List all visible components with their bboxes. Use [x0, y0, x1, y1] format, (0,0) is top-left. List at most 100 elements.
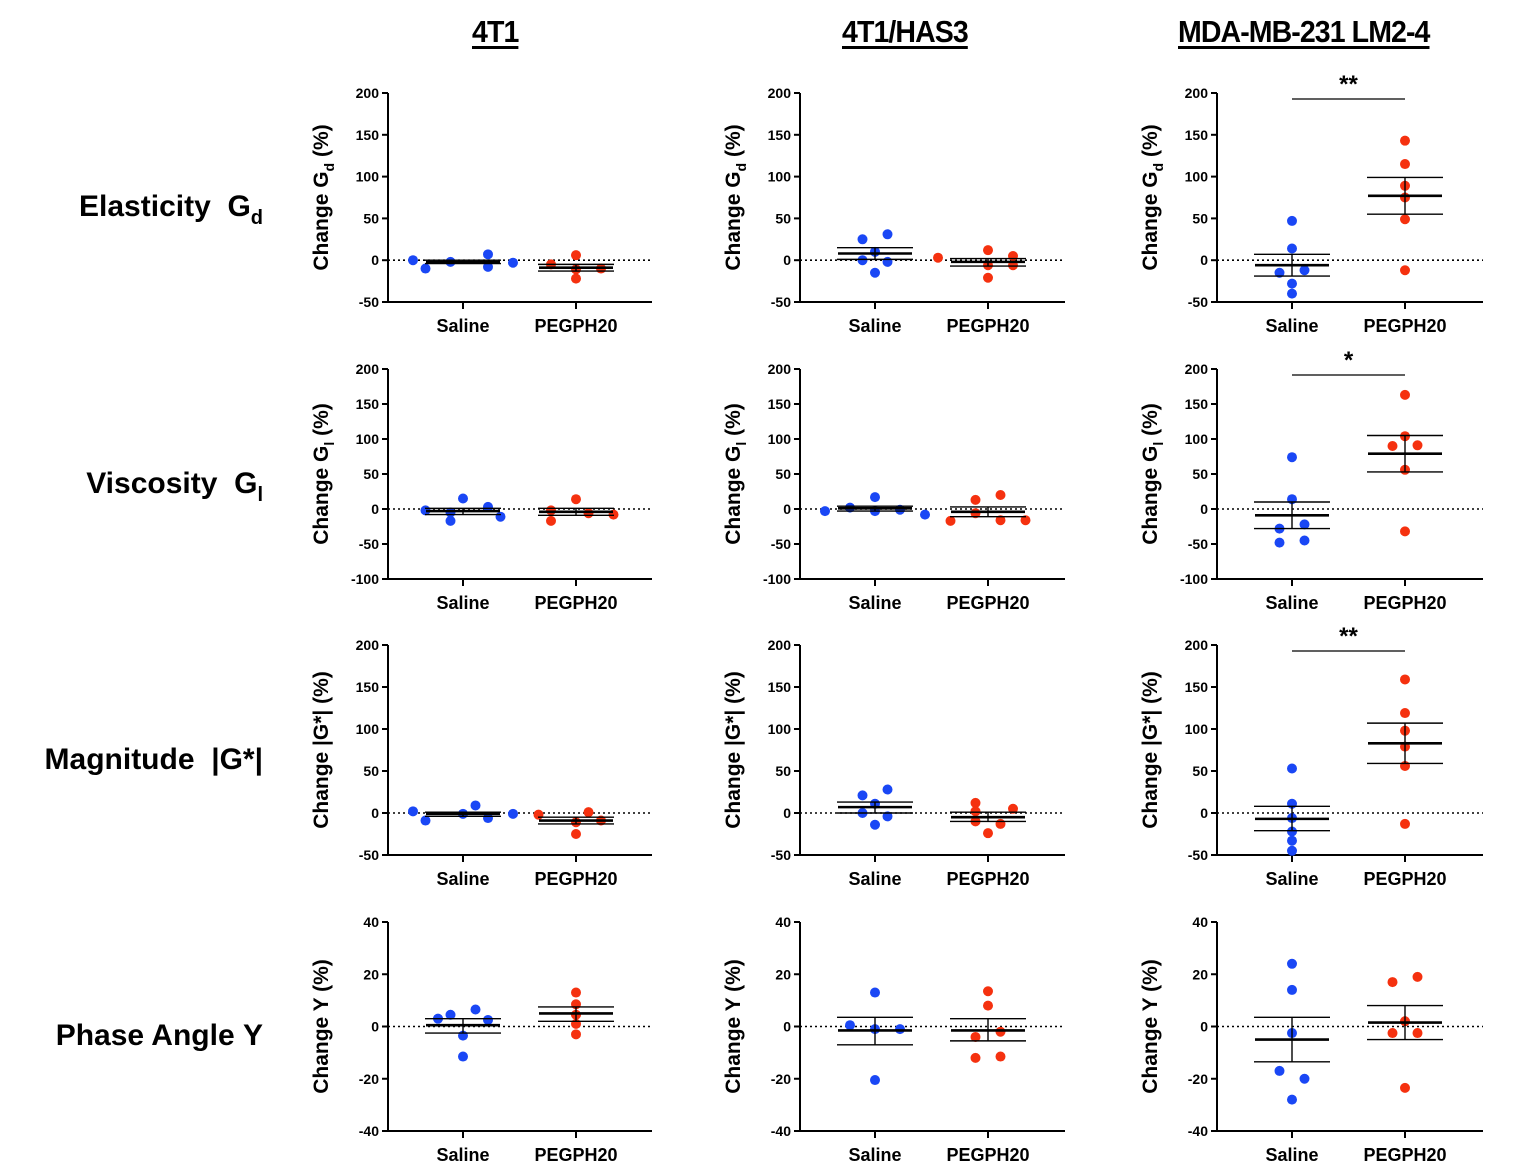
y-axis-label: Change |G*| (%) [1139, 671, 1162, 829]
data-point-saline [870, 1075, 880, 1086]
data-point-saline [857, 790, 868, 801]
panel-0-0: -50 0 50 100 150 200 Change Gd (%) Saline PEGPH2… [310, 85, 652, 336]
y-tick-label: 150 [356, 127, 380, 143]
y-axis-label-subscript: d [321, 163, 337, 172]
data-point-pegph20 [546, 515, 556, 526]
data-point-pegph20 [1400, 214, 1410, 225]
y-tick-label: 100 [768, 431, 792, 447]
y-tick-label: 0 [1200, 1019, 1208, 1035]
x-tick-label: Saline [436, 1145, 489, 1165]
y-tick-label: 200 [1185, 361, 1209, 377]
y-axis-label-unit: (%) [722, 403, 745, 442]
y-tick-label: -100 [351, 571, 379, 587]
y-axis-label-subscript: l [733, 442, 749, 446]
y-axis-label-subscript: d [1150, 163, 1166, 172]
row-label-elasticity: Elasticity Gd [79, 190, 263, 230]
data-point-pegph20 [1008, 251, 1018, 262]
y-tick-label: -50 [1188, 847, 1208, 863]
data-point-pegph20 [546, 505, 556, 516]
y-tick-label: -100 [1180, 571, 1208, 587]
data-point-pegph20 [533, 809, 544, 820]
x-tick-label: Saline [436, 316, 489, 336]
y-tick-label: 150 [768, 679, 792, 695]
row-label-symbol: Y [242, 1019, 263, 1052]
y-axis-label-main: Change |G*| (%) [310, 671, 333, 829]
data-point-saline [870, 987, 880, 998]
data-point-pegph20 [1400, 265, 1410, 276]
x-tick-label: Saline [848, 316, 901, 336]
data-point-saline [1287, 215, 1297, 226]
data-point-pegph20 [995, 818, 1006, 829]
y-tick-label: 0 [783, 805, 791, 821]
data-point-pegph20 [571, 987, 581, 998]
data-point-saline [1287, 763, 1297, 774]
significance-marker: ** [1339, 71, 1358, 98]
y-axis-label-main: Change G [310, 446, 333, 545]
data-point-saline [495, 511, 506, 522]
data-point-saline [1287, 452, 1297, 463]
data-point-saline [857, 255, 868, 266]
panel-2-2: -50 0 50 100 150 200 Change |G*| (%) Saline PEGP… [1139, 623, 1483, 889]
data-point-pegph20 [995, 1026, 1006, 1037]
data-point-saline [895, 1024, 905, 1035]
data-point-saline [420, 263, 431, 274]
data-point-pegph20 [1400, 135, 1410, 146]
y-tick-label: 150 [768, 127, 792, 143]
y-axis-label-main: Change Y (%) [310, 959, 333, 1094]
x-tick-label: Saline [1265, 1145, 1318, 1165]
panel-1-0: -100 -50 0 50 100 150 200 Change Gl (%) Saline PE… [310, 361, 652, 613]
y-tick-label: 50 [1192, 466, 1208, 482]
data-point-saline [1274, 1065, 1285, 1076]
data-point-pegph20 [970, 1031, 981, 1042]
data-point-saline [1299, 1073, 1310, 1084]
data-point-pegph20 [983, 986, 993, 997]
data-point-saline [458, 1051, 468, 1062]
row-label-magnitude: Magnitude |G*| [45, 743, 263, 777]
x-tick-label: Saline [848, 1145, 901, 1165]
panel-2-1: -50 0 50 100 150 200 Change |G*| (%) Saline PEGP… [722, 637, 1065, 889]
y-tick-label: 50 [775, 466, 791, 482]
x-tick-label: PEGPH20 [1363, 1145, 1446, 1165]
y-axis-label-main: Change G [310, 171, 333, 270]
data-point-saline [1287, 243, 1297, 254]
data-point-pegph20 [571, 273, 581, 284]
data-point-saline [483, 261, 493, 272]
data-point-pegph20 [983, 1000, 993, 1011]
x-tick-label: Saline [1265, 316, 1318, 336]
panel-3-1: -40 -20 0 20 40 Change Y (%) Saline PEGPH20 [722, 914, 1065, 1165]
y-axis-label: Change Gd (%) [1139, 124, 1166, 270]
y-axis-label-subscript: l [1150, 442, 1166, 446]
x-tick-label: PEGPH20 [1363, 869, 1446, 889]
data-point-saline [1287, 958, 1297, 969]
data-point-saline [1287, 984, 1297, 995]
y-tick-label: 150 [1185, 396, 1209, 412]
y-axis-label: Change |G*| (%) [310, 671, 333, 829]
y-tick-label: 20 [775, 966, 791, 982]
data-point-saline [1287, 826, 1297, 837]
y-axis-label: Change Y (%) [722, 959, 745, 1094]
data-point-pegph20 [1400, 526, 1410, 537]
data-point-saline [920, 509, 930, 520]
data-point-saline [1299, 535, 1310, 546]
row-label-text: Elasticity [79, 190, 211, 223]
data-point-saline [1274, 537, 1285, 548]
y-axis-label: Change |G*| (%) [722, 671, 745, 829]
y-tick-label: 0 [371, 1019, 379, 1035]
row-label-symbol: G [227, 190, 251, 223]
y-tick-label: 200 [356, 85, 380, 101]
y-axis-label-unit: (%) [1139, 403, 1162, 442]
data-point-saline [408, 255, 418, 266]
y-axis-label-unit: (%) [310, 124, 333, 163]
row-label-text: Magnitude [44, 743, 195, 776]
data-point-pegph20 [1412, 440, 1423, 451]
data-point-pegph20 [995, 515, 1006, 526]
panel-1-1: -100 -50 0 50 100 150 200 Change Gl (%) Saline PE… [722, 361, 1065, 613]
x-tick-label: PEGPH20 [946, 1145, 1029, 1165]
y-axis-label-main: Change G [1139, 446, 1162, 545]
y-tick-label: 200 [768, 637, 792, 653]
y-axis-label-main: Change G [722, 171, 745, 270]
x-tick-label: Saline [848, 869, 901, 889]
row-label-phase-angle: Phase Angle Y [56, 1019, 263, 1053]
y-tick-label: 0 [371, 252, 379, 268]
x-tick-label: PEGPH20 [1363, 593, 1446, 613]
